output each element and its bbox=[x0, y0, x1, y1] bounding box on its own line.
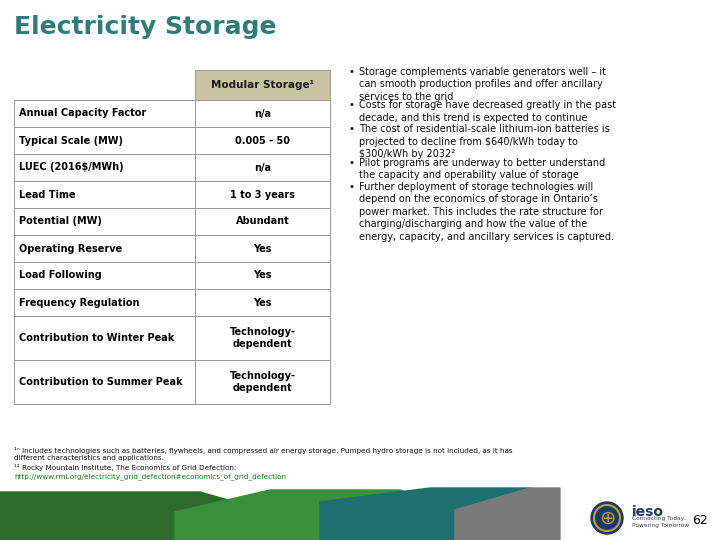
Text: http://www.rmi.org/electricity_grid_defection#economics_of_grid_defection: http://www.rmi.org/electricity_grid_defe… bbox=[14, 473, 286, 480]
Text: •: • bbox=[348, 67, 354, 77]
Bar bbox=[195, 360, 330, 404]
Polygon shape bbox=[175, 490, 430, 540]
Bar bbox=[195, 127, 330, 154]
Text: different characteristics and applications.: different characteristics and applicatio… bbox=[14, 455, 164, 461]
Text: Annual Capacity Factor: Annual Capacity Factor bbox=[19, 109, 146, 118]
Text: Pilot programs are underway to better understand
the capacity and operability va: Pilot programs are underway to better un… bbox=[359, 158, 606, 180]
Text: ¹ⁿ Includes technologies such as batteries, flywheels, and compressed air energy: ¹ⁿ Includes technologies such as batteri… bbox=[14, 447, 513, 454]
Bar bbox=[195, 316, 330, 360]
Text: Abundant: Abundant bbox=[235, 217, 289, 226]
Text: •: • bbox=[348, 100, 354, 111]
Bar bbox=[195, 70, 330, 100]
Text: Connecting Today,
Powering Tomorrow: Connecting Today, Powering Tomorrow bbox=[632, 516, 689, 528]
Circle shape bbox=[591, 502, 623, 534]
Text: Yes: Yes bbox=[253, 298, 271, 307]
Text: Yes: Yes bbox=[253, 271, 271, 280]
Text: Operating Reserve: Operating Reserve bbox=[19, 244, 122, 253]
Text: Typical Scale (MW): Typical Scale (MW) bbox=[19, 136, 123, 145]
Polygon shape bbox=[0, 492, 340, 540]
Bar bbox=[195, 154, 330, 181]
Bar bbox=[14, 154, 195, 181]
Text: Storage complements variable generators well – it
can smooth production profiles: Storage complements variable generators … bbox=[359, 67, 606, 102]
Text: Lead Time: Lead Time bbox=[19, 190, 76, 199]
Bar bbox=[195, 100, 330, 127]
Text: 62: 62 bbox=[692, 514, 708, 526]
Text: n/a: n/a bbox=[254, 163, 271, 172]
Text: •: • bbox=[348, 125, 354, 134]
Text: Technology-
dependent: Technology- dependent bbox=[230, 371, 295, 393]
Bar bbox=[14, 262, 195, 289]
Bar bbox=[14, 208, 195, 235]
Text: Load Following: Load Following bbox=[19, 271, 102, 280]
Bar bbox=[14, 100, 195, 127]
Bar bbox=[195, 262, 330, 289]
Bar bbox=[195, 208, 330, 235]
Text: Frequency Regulation: Frequency Regulation bbox=[19, 298, 140, 307]
Bar bbox=[14, 235, 195, 262]
Text: n/a: n/a bbox=[254, 109, 271, 118]
Polygon shape bbox=[320, 488, 530, 540]
Text: Contribution to Winter Peak: Contribution to Winter Peak bbox=[19, 333, 174, 343]
Bar bbox=[195, 289, 330, 316]
Bar bbox=[195, 235, 330, 262]
Bar bbox=[14, 127, 195, 154]
Text: Technology-
dependent: Technology- dependent bbox=[230, 327, 295, 349]
Text: ¹² Rocky Mountain Institute, The Economics of Grid Defection:: ¹² Rocky Mountain Institute, The Economi… bbox=[14, 464, 236, 471]
Text: ieso: ieso bbox=[632, 505, 664, 519]
Text: 0.005 - 50: 0.005 - 50 bbox=[235, 136, 290, 145]
Text: •: • bbox=[348, 182, 354, 192]
Bar bbox=[195, 181, 330, 208]
Bar bbox=[14, 181, 195, 208]
Text: Further deployment of storage technologies will
depend on the economics of stora: Further deployment of storage technologi… bbox=[359, 182, 614, 241]
Text: ⊕: ⊕ bbox=[599, 509, 615, 528]
Text: Yes: Yes bbox=[253, 244, 271, 253]
Text: The cost of residential-scale lithium-ion batteries is
projected to decline from: The cost of residential-scale lithium-io… bbox=[359, 125, 610, 159]
Text: LUEC (2016$/MWh): LUEC (2016$/MWh) bbox=[19, 163, 124, 172]
Text: Modular Storage¹: Modular Storage¹ bbox=[211, 80, 314, 90]
Bar bbox=[14, 360, 195, 404]
Polygon shape bbox=[455, 488, 560, 540]
Text: Costs for storage have decreased greatly in the past
decade, and this trend is e: Costs for storage have decreased greatly… bbox=[359, 100, 616, 123]
Bar bbox=[14, 316, 195, 360]
Text: 1 to 3 years: 1 to 3 years bbox=[230, 190, 295, 199]
Text: •: • bbox=[348, 158, 354, 168]
Text: Contribution to Summer Peak: Contribution to Summer Peak bbox=[19, 377, 183, 387]
Text: Potential (MW): Potential (MW) bbox=[19, 217, 102, 226]
Bar bbox=[14, 289, 195, 316]
Text: Electricity Storage: Electricity Storage bbox=[14, 15, 276, 39]
